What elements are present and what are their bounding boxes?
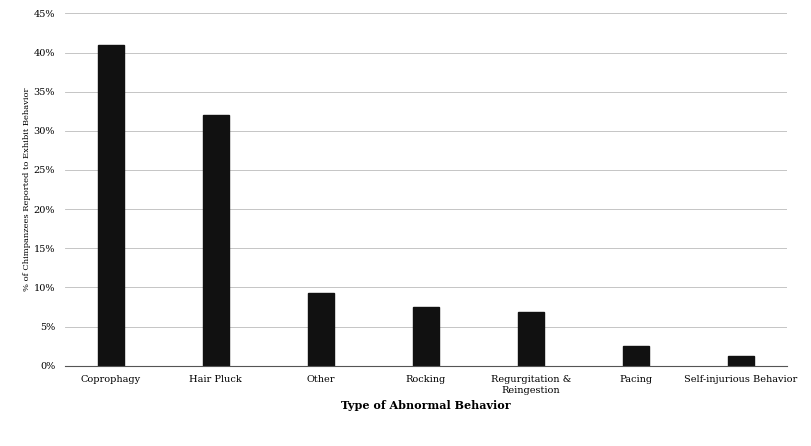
Bar: [203, 115, 229, 366]
Bar: [623, 346, 649, 366]
Bar: [517, 313, 544, 366]
Bar: [307, 293, 334, 366]
Bar: [97, 45, 124, 366]
X-axis label: Type of Abnormal Behavior: Type of Abnormal Behavior: [341, 401, 511, 411]
Bar: [413, 307, 439, 366]
Bar: [727, 355, 754, 366]
Y-axis label: % of Chimpanzees Reported to Exhibit Behavior: % of Chimpanzees Reported to Exhibit Beh…: [23, 88, 31, 291]
